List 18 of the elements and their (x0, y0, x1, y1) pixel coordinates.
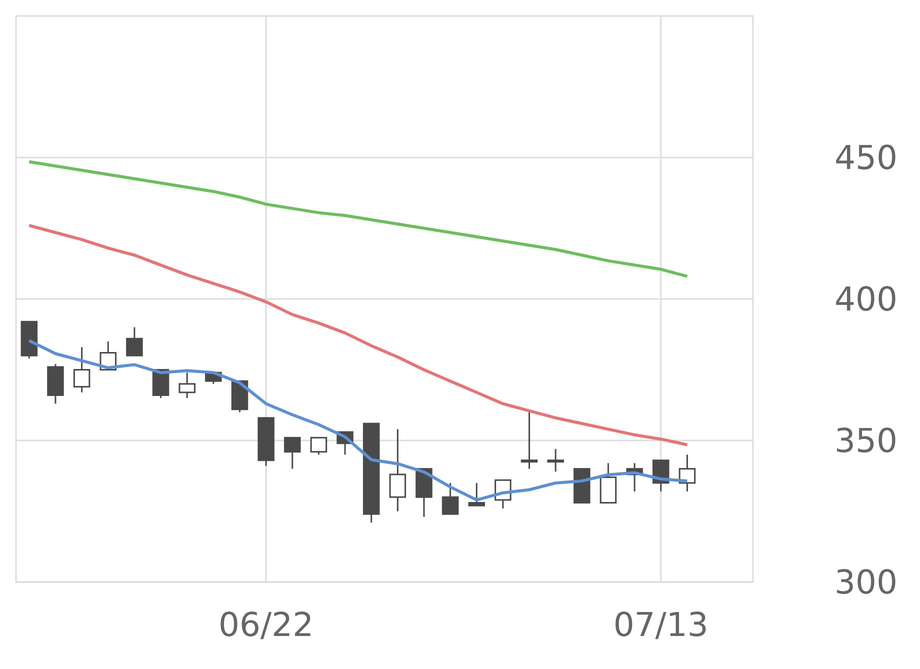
y-tick-label: 300 (834, 562, 898, 602)
candlestick (520, 411, 538, 470)
candlestick (547, 448, 564, 472)
x-tick-label: 06/22 (218, 605, 314, 644)
candlestick (73, 346, 90, 394)
candlestick (178, 372, 196, 399)
line-series (28, 160, 689, 278)
candlestick (310, 436, 328, 456)
candlestick (389, 428, 406, 512)
y-tick-label: 400 (834, 280, 898, 319)
candlestick (126, 326, 143, 356)
candlestick (442, 482, 459, 515)
candlestick (468, 482, 486, 506)
x-tick-label: 07/13 (613, 605, 708, 644)
y-tick-label: 350 (834, 421, 898, 460)
candlestick (284, 436, 301, 470)
y-tick-label: 450 (834, 138, 898, 178)
line-series (28, 224, 689, 446)
